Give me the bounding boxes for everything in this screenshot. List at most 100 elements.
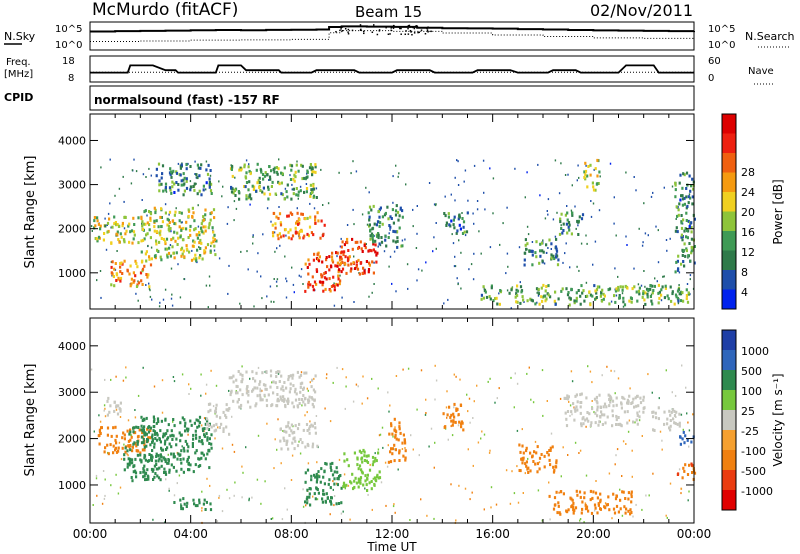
cell-6 (246, 385, 249, 389)
cell-10 (555, 237, 558, 241)
cell-8 (333, 477, 336, 481)
cell-0 (94, 237, 97, 240)
cell-2 (160, 225, 163, 229)
cell-3 (183, 189, 186, 193)
cell-7 (338, 268, 341, 272)
cell-12 (536, 462, 539, 466)
cell-9 (459, 227, 462, 231)
cell-6 (337, 274, 340, 278)
cell-13 (596, 174, 599, 178)
cell-4 (277, 180, 280, 184)
cell-3 (155, 421, 158, 425)
speckle (371, 377, 373, 380)
cell-14 (690, 184, 693, 188)
cell-3 (189, 185, 192, 189)
cell-2 (160, 237, 163, 240)
cell-5 (276, 233, 279, 237)
speckle (472, 278, 475, 281)
cell-14 (585, 417, 589, 421)
cell-2 (143, 237, 146, 241)
speckle (273, 300, 275, 303)
speckle (453, 406, 455, 409)
speckle (428, 445, 430, 448)
cell-1 (140, 279, 143, 283)
speckle (560, 475, 562, 478)
cell-16 (686, 473, 690, 476)
cell-0 (131, 445, 134, 449)
cell-13 (594, 491, 598, 495)
cell-8 (340, 486, 343, 490)
speckle (688, 445, 690, 448)
cell-3 (157, 420, 160, 424)
cell-14 (573, 418, 576, 422)
cell-6 (336, 283, 339, 287)
speckle (409, 519, 411, 521)
cell-11 (638, 286, 641, 290)
speckle (171, 293, 173, 296)
speckle (416, 408, 418, 411)
cell-3 (196, 163, 199, 167)
cell-2 (214, 253, 217, 257)
cell-14 (681, 254, 684, 257)
cell-3 (167, 423, 170, 427)
cell-8 (381, 222, 384, 226)
speckle (456, 277, 458, 280)
cell-3 (196, 176, 199, 180)
noise-jitter (363, 32, 365, 35)
cell-5 (294, 226, 297, 230)
cell-0 (127, 439, 130, 443)
cell-14 (642, 406, 645, 410)
cell-14 (573, 407, 576, 411)
cell-7 (367, 249, 370, 253)
speckle (590, 215, 593, 218)
cell-3 (172, 452, 175, 456)
cell-4 (290, 168, 293, 172)
cell-13 (583, 496, 586, 500)
cell-5 (291, 212, 294, 216)
cell-2 (202, 218, 205, 222)
cell-3 (155, 455, 158, 458)
cell-7 (349, 269, 352, 273)
beam-label: Beam 15 (355, 3, 422, 21)
cell-5 (278, 232, 281, 236)
speckle (176, 482, 178, 485)
cell-12 (551, 445, 554, 449)
cell-8 (401, 215, 404, 219)
cell-6 (331, 258, 334, 262)
cell-3 (170, 452, 173, 456)
cell-11 (614, 289, 618, 293)
cell-13 (576, 493, 579, 497)
cell-9 (375, 459, 378, 463)
noise-jitter (430, 30, 432, 33)
cell-1 (129, 264, 132, 268)
speckle (109, 158, 111, 161)
cell-3 (143, 432, 146, 436)
cell-7 (361, 272, 364, 275)
noise-jitter (398, 26, 400, 28)
cell-11 (588, 290, 591, 294)
cell-5 (206, 426, 209, 430)
cell-14 (626, 398, 629, 402)
cell-3 (152, 415, 155, 419)
cell-14 (582, 416, 585, 420)
speckle (433, 466, 435, 469)
speckle (180, 221, 182, 224)
speckle (240, 250, 242, 253)
cell-11 (649, 295, 652, 298)
cell-6 (235, 378, 238, 382)
cell-12 (549, 446, 552, 450)
speckle (585, 425, 587, 428)
cell-15 (652, 415, 655, 419)
cell-13 (598, 170, 601, 174)
cell-6 (320, 275, 323, 279)
speckle (205, 160, 208, 163)
speckle (373, 283, 375, 285)
cell-7 (296, 444, 300, 448)
speckle (150, 246, 153, 249)
cell-13 (552, 507, 556, 511)
vel-cbar-tick-m100: -100 (741, 445, 766, 458)
speckle (299, 185, 302, 188)
cell-2 (166, 217, 169, 221)
y-tick-label: 4000 (58, 134, 86, 147)
cell-5 (207, 410, 210, 414)
